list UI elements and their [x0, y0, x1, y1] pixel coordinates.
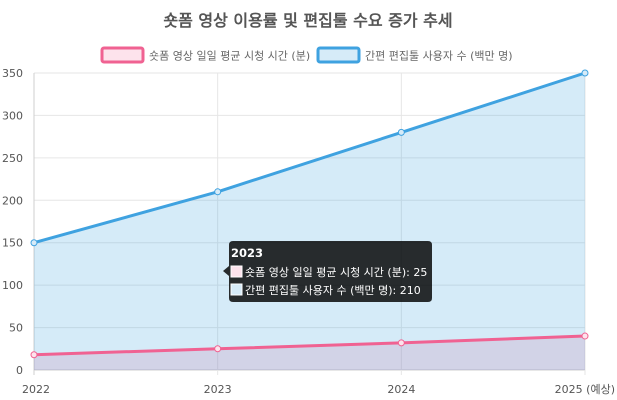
y-tick-label: 200: [2, 194, 23, 207]
series-lines: [33, 71, 586, 357]
tooltip-line-editor-users: 간편 편집툴 사용자 수 (백만 명): 210: [245, 284, 421, 297]
y-tick-label: 250: [2, 152, 23, 165]
y-tick-label: 350: [2, 67, 23, 80]
chart-title: 숏폼 영상 이용률 및 편집툴 수요 증가 추세: [163, 11, 452, 30]
point-editor-users-1: [214, 188, 222, 196]
area-watch-time: [34, 336, 585, 370]
point-watch-time-3: [581, 332, 589, 340]
x-tick-label: 2025 (예상): [555, 383, 615, 396]
legend-item-editor-users[interactable]: 간편 편집툴 사용자 수 (백만 명): [316, 46, 513, 64]
x-tick-label: 2022: [22, 383, 50, 396]
y-tick-label: 150: [2, 237, 23, 250]
tooltip-line-watch-time: 숏폼 영상 일일 평균 시청 시간 (분): 25: [245, 265, 427, 279]
point-editor-users-3: [581, 69, 589, 77]
y-axis-ticks: 0 50 100 150 200 250 300 350: [2, 67, 23, 377]
line-watch-time: [33, 334, 586, 357]
area-fills: [34, 73, 585, 370]
area-editor-users: [34, 73, 585, 370]
legend-swatch-watch-time: [100, 46, 145, 64]
line-editor-users: [33, 71, 586, 245]
point-watch-time-2: [397, 339, 405, 347]
point-watch-time-1: [214, 345, 222, 353]
tooltip-swatch-editor-users: [230, 283, 243, 296]
legend-label-editor-users: 간편 편집툴 사용자 수 (백만 명): [365, 50, 513, 63]
tooltip: 2023 숏폼 영상 일일 평균 시청 시간 (분): 25 간편 편집툴 사용…: [223, 241, 432, 302]
y-tick-label: 0: [16, 364, 23, 377]
y-tick-label: 300: [2, 109, 23, 122]
y-tick-label: 100: [2, 279, 23, 292]
legend-label-watch-time: 숏폼 영상 일일 평균 시청 시간 (분): [149, 49, 310, 63]
legend-item-watch-time[interactable]: 숏폼 영상 일일 평균 시청 시간 (분): [100, 46, 310, 64]
point-editor-users-0: [30, 239, 38, 247]
tooltip-box: [223, 241, 432, 302]
x-axis-ticks: 2022 2023 2024 2025 (예상): [22, 383, 615, 396]
legend-swatch-editor-users: [316, 46, 361, 64]
tooltip-title: 2023: [231, 246, 263, 260]
x-tick-label: 2024: [387, 383, 415, 396]
point-editor-users-2: [397, 128, 405, 136]
legend: 숏폼 영상 일일 평균 시청 시간 (분) 간편 편집툴 사용자 수 (백만 명…: [100, 46, 513, 64]
x-tick-label: 2023: [204, 383, 232, 396]
data-points: [30, 69, 589, 359]
grid: [33, 72, 586, 375]
tooltip-swatch-watch-time: [230, 265, 243, 278]
point-watch-time-0: [30, 351, 38, 359]
y-tick-label: 50: [9, 322, 23, 335]
